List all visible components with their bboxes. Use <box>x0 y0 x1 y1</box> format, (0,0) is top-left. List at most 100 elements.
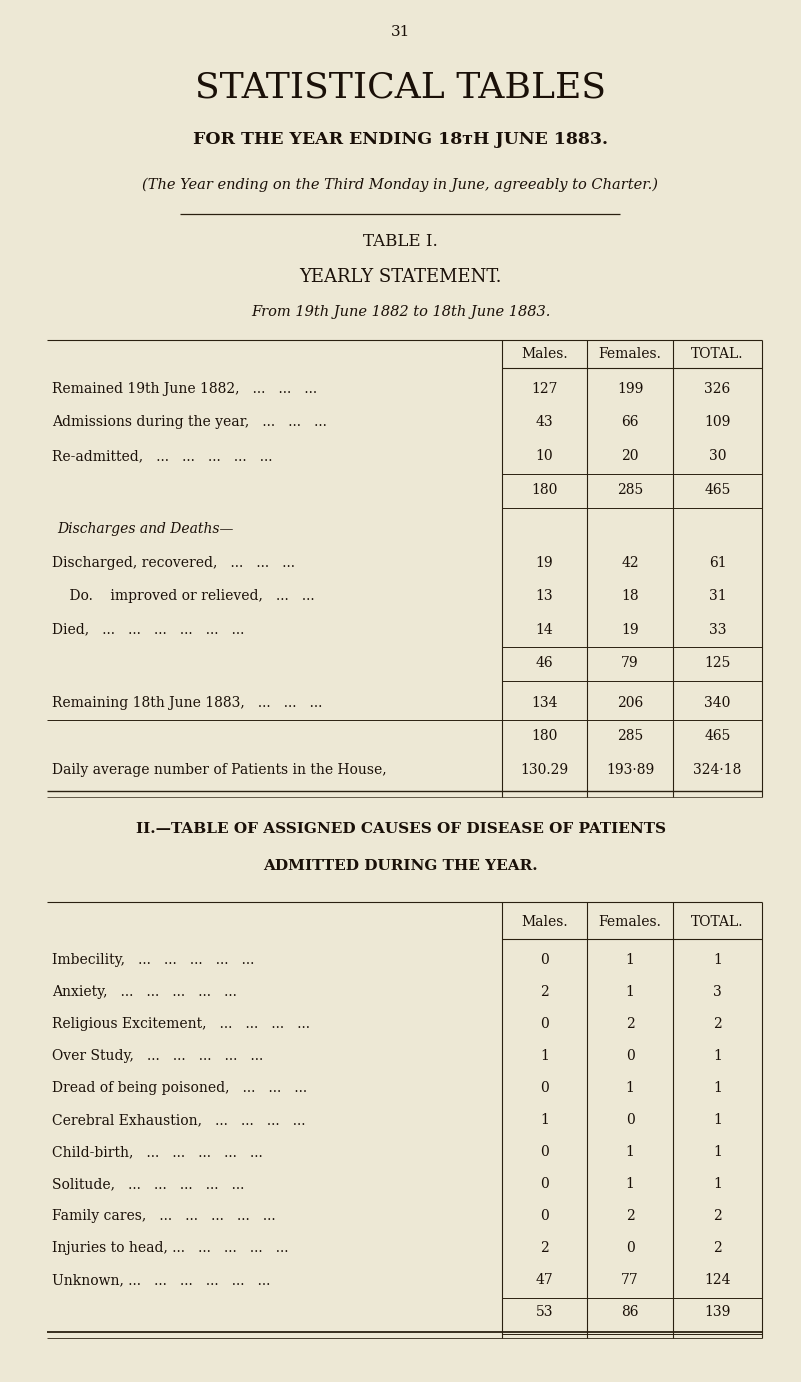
Text: 1: 1 <box>540 1113 549 1126</box>
Text: Re-admitted,   ...   ...   ...   ...   ...: Re-admitted, ... ... ... ... ... <box>52 449 272 463</box>
Text: 53: 53 <box>536 1305 553 1318</box>
Text: Over Study,   ...   ...   ...   ...   ...: Over Study, ... ... ... ... ... <box>52 1049 264 1063</box>
Text: 1: 1 <box>713 1146 722 1159</box>
Text: Cerebral Exhaustion,   ...   ...   ...   ...: Cerebral Exhaustion, ... ... ... ... <box>52 1113 305 1126</box>
Text: Dread of being poisoned,   ...   ...   ...: Dread of being poisoned, ... ... ... <box>52 1081 307 1095</box>
Text: TOTAL.: TOTAL. <box>691 347 744 361</box>
Text: Injuries to head, ...   ...   ...   ...   ...: Injuries to head, ... ... ... ... ... <box>52 1241 288 1255</box>
Text: 1: 1 <box>626 1081 634 1095</box>
Text: 180: 180 <box>531 482 557 496</box>
Text: STATISTICAL TABLES: STATISTICAL TABLES <box>195 70 606 104</box>
Text: 1: 1 <box>713 1177 722 1191</box>
Text: Males.: Males. <box>521 915 568 929</box>
Text: 47: 47 <box>536 1273 553 1287</box>
Text: 86: 86 <box>622 1305 638 1318</box>
Text: 125: 125 <box>704 656 731 670</box>
Text: 1: 1 <box>626 1177 634 1191</box>
Text: 31: 31 <box>709 589 727 603</box>
Text: 285: 285 <box>617 482 643 496</box>
Text: Died,   ...   ...   ...   ...   ...   ...: Died, ... ... ... ... ... ... <box>52 622 244 637</box>
Text: 2: 2 <box>540 1241 549 1255</box>
Text: 14: 14 <box>536 622 553 637</box>
Text: 2: 2 <box>713 1241 722 1255</box>
Text: 18: 18 <box>622 589 639 603</box>
Text: Discharges and Deaths—: Discharges and Deaths— <box>57 522 233 536</box>
Text: 1: 1 <box>626 1146 634 1159</box>
Text: Child-birth,   ...   ...   ...   ...   ...: Child-birth, ... ... ... ... ... <box>52 1146 263 1159</box>
Text: Daily average number of Patients in the House,: Daily average number of Patients in the … <box>52 763 387 777</box>
Text: Males.: Males. <box>521 347 568 361</box>
Text: Females.: Females. <box>598 347 662 361</box>
Text: 1: 1 <box>713 1113 722 1126</box>
Text: Remained 19th June 1882,   ...   ...   ...: Remained 19th June 1882, ... ... ... <box>52 381 317 397</box>
Text: (The Year ending on the Third Monday in June, agreeably to Charter.): (The Year ending on the Third Monday in … <box>143 178 658 192</box>
Text: ADMITTED DURING THE YEAR.: ADMITTED DURING THE YEAR. <box>264 860 537 873</box>
Text: 0: 0 <box>540 1209 549 1223</box>
Text: II.—TABLE OF ASSIGNED CAUSES OF DISEASE OF PATIENTS: II.—TABLE OF ASSIGNED CAUSES OF DISEASE … <box>135 822 666 836</box>
Text: 2: 2 <box>713 1209 722 1223</box>
Text: 124: 124 <box>704 1273 731 1287</box>
Text: 19: 19 <box>536 556 553 569</box>
Text: 109: 109 <box>704 416 731 430</box>
Text: 127: 127 <box>531 381 557 397</box>
Text: 134: 134 <box>531 695 557 709</box>
Text: 0: 0 <box>626 1113 634 1126</box>
Text: 1: 1 <box>713 1081 722 1095</box>
Text: Religious Excitement,   ...   ...   ...   ...: Religious Excitement, ... ... ... ... <box>52 1017 310 1031</box>
Text: Solitude,   ...   ...   ...   ...   ...: Solitude, ... ... ... ... ... <box>52 1177 244 1191</box>
Text: 340: 340 <box>704 695 731 709</box>
Text: 180: 180 <box>531 728 557 744</box>
Text: 66: 66 <box>622 416 638 430</box>
Text: TABLE I.: TABLE I. <box>363 234 438 250</box>
Text: YEARLY STATEMENT.: YEARLY STATEMENT. <box>300 268 501 286</box>
Text: Admissions during the year,   ...   ...   ...: Admissions during the year, ... ... ... <box>52 416 327 430</box>
Text: TOTAL.: TOTAL. <box>691 915 744 929</box>
Text: Remaining 18th June 1883,   ...   ...   ...: Remaining 18th June 1883, ... ... ... <box>52 695 322 709</box>
Text: 465: 465 <box>704 482 731 496</box>
Text: FOR THE YEAR ENDING 18ᴛH JUNE 1883.: FOR THE YEAR ENDING 18ᴛH JUNE 1883. <box>193 131 608 148</box>
Text: Imbecility,   ...   ...   ...   ...   ...: Imbecility, ... ... ... ... ... <box>52 954 255 967</box>
Text: 43: 43 <box>536 416 553 430</box>
Text: 326: 326 <box>704 381 731 397</box>
Text: 193·89: 193·89 <box>606 763 654 777</box>
Text: 465: 465 <box>704 728 731 744</box>
Text: 0: 0 <box>540 1146 549 1159</box>
Text: 61: 61 <box>709 556 727 569</box>
Text: 79: 79 <box>622 656 639 670</box>
Text: Anxiety,   ...   ...   ...   ...   ...: Anxiety, ... ... ... ... ... <box>52 985 237 999</box>
Text: 324·18: 324·18 <box>694 763 742 777</box>
Text: 1: 1 <box>626 985 634 999</box>
Text: 0: 0 <box>626 1049 634 1063</box>
Text: 42: 42 <box>622 556 639 569</box>
Text: Unknown, ...   ...   ...   ...   ...   ...: Unknown, ... ... ... ... ... ... <box>52 1273 271 1287</box>
Text: 46: 46 <box>536 656 553 670</box>
Text: 13: 13 <box>536 589 553 603</box>
Text: Discharged, recovered,   ...   ...   ...: Discharged, recovered, ... ... ... <box>52 556 295 569</box>
Text: Females.: Females. <box>598 915 662 929</box>
Text: From 19th June 1882 to 18th June 1883.: From 19th June 1882 to 18th June 1883. <box>251 305 550 319</box>
Text: Do.    improved or relieved,   ...   ...: Do. improved or relieved, ... ... <box>52 589 315 603</box>
Text: 0: 0 <box>540 1177 549 1191</box>
Text: 0: 0 <box>540 1017 549 1031</box>
Text: 2: 2 <box>540 985 549 999</box>
Text: 285: 285 <box>617 728 643 744</box>
Text: 0: 0 <box>540 954 549 967</box>
Text: 3: 3 <box>713 985 722 999</box>
Text: 77: 77 <box>621 1273 639 1287</box>
Text: 0: 0 <box>626 1241 634 1255</box>
Text: 1: 1 <box>540 1049 549 1063</box>
Text: 206: 206 <box>617 695 643 709</box>
Text: 2: 2 <box>626 1209 634 1223</box>
Text: 30: 30 <box>709 449 727 463</box>
Text: Family cares,   ...   ...   ...   ...   ...: Family cares, ... ... ... ... ... <box>52 1209 276 1223</box>
Text: 199: 199 <box>617 381 643 397</box>
Text: 1: 1 <box>626 954 634 967</box>
Text: 2: 2 <box>713 1017 722 1031</box>
Text: 20: 20 <box>622 449 638 463</box>
Text: 0: 0 <box>540 1081 549 1095</box>
Text: 1: 1 <box>713 1049 722 1063</box>
Text: 139: 139 <box>704 1305 731 1318</box>
Text: 130.29: 130.29 <box>521 763 569 777</box>
Text: 19: 19 <box>622 622 639 637</box>
Text: 2: 2 <box>626 1017 634 1031</box>
